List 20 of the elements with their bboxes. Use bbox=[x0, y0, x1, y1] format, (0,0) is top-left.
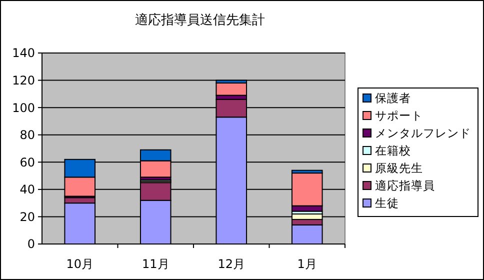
x-tick-label: 1月 bbox=[297, 257, 317, 271]
legend-label: 適応指導員 bbox=[375, 178, 435, 193]
legend-label: メンタルフレンド bbox=[375, 126, 471, 140]
legend-label: 原級先生 bbox=[375, 161, 423, 176]
y-tick-label: 0 bbox=[27, 237, 35, 252]
y-tick-label: 120 bbox=[12, 73, 35, 88]
legend-label: 保護者 bbox=[375, 91, 411, 106]
y-tick-label: 100 bbox=[12, 100, 35, 115]
y-tick-label: 80 bbox=[20, 128, 35, 142]
y-tick-label: 40 bbox=[20, 182, 35, 197]
legend-label: サポート bbox=[375, 108, 423, 123]
x-tick-label: 10月 bbox=[66, 257, 94, 271]
y-tick-label: 140 bbox=[12, 46, 35, 60]
legend-label: 在籍校 bbox=[375, 144, 411, 158]
legend-label: 生徒 bbox=[375, 196, 399, 210]
y-tick-label: 60 bbox=[20, 155, 35, 170]
x-tick-label: 12月 bbox=[218, 257, 246, 271]
x-tick-label: 11月 bbox=[142, 257, 170, 271]
chart-title: 適応指導員送信先集計 bbox=[135, 12, 265, 28]
y-tick-label: 20 bbox=[20, 210, 35, 224]
